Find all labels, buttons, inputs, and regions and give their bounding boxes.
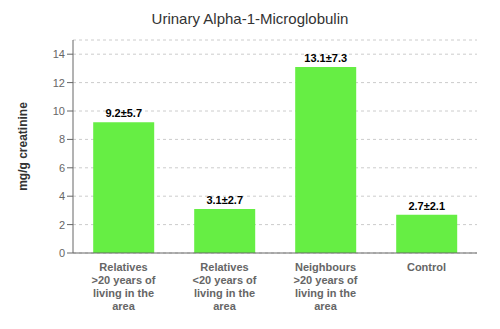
svg-text:10: 10 <box>53 105 65 117</box>
svg-text:9.2±5.7: 9.2±5.7 <box>105 107 142 119</box>
svg-text:13.1±7.3: 13.1±7.3 <box>304 52 347 64</box>
svg-text:2.7±2.1: 2.7±2.1 <box>408 200 445 212</box>
svg-text:2: 2 <box>59 219 65 231</box>
svg-text:Relatives<20 years ofliving in: Relatives<20 years ofliving in thearea <box>193 261 257 312</box>
svg-text:4: 4 <box>59 190 65 202</box>
svg-text:mg/g creatinine: mg/g creatinine <box>16 102 30 191</box>
svg-text:6: 6 <box>59 162 65 174</box>
svg-text:Relatives>20 years ofliving in: Relatives>20 years ofliving in thearea <box>92 261 156 312</box>
svg-text:12: 12 <box>53 77 65 89</box>
html-text:Urinary Alpha-1-Microglobulin: Urinary Alpha-1-Microglobulin <box>151 10 349 27</box>
svg-text:8: 8 <box>59 133 65 145</box>
svg-text:3.1±2.7: 3.1±2.7 <box>206 194 243 206</box>
svg-text:0: 0 <box>59 247 65 259</box>
svg-text:Control: Control <box>407 261 446 273</box>
svg-text:14: 14 <box>53 48 65 60</box>
svg-text:Neighbours>20 years ofliving i: Neighbours>20 years ofliving in thearea <box>294 261 358 312</box>
